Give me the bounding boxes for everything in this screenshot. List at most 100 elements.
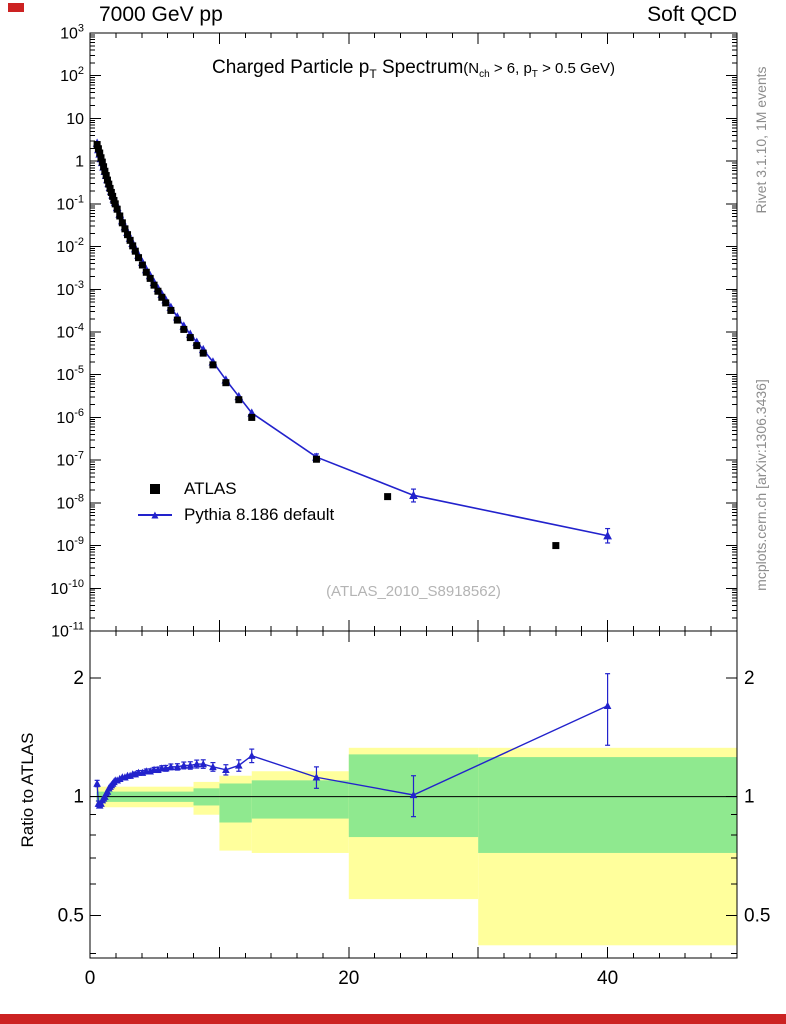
ratio-pythia-marker: [199, 760, 208, 768]
y-axis-label: 10-9: [56, 535, 84, 555]
atlas-marker: [312, 455, 320, 463]
pythia-triangle-line-icon: ▲: [138, 508, 172, 522]
atlas-marker: [98, 158, 106, 166]
axes-ticks: [89, 32, 738, 958]
atlas-marker: [100, 163, 108, 171]
title-cond-1: (N: [463, 60, 480, 77]
x-axis-label: 40: [597, 968, 618, 989]
atlas-marker: [106, 184, 114, 192]
ratio-pythia-marker: [192, 760, 201, 768]
atlas-marker: [173, 316, 181, 324]
atlas-marker: [162, 299, 170, 307]
ratio-pythia-marker: [603, 701, 612, 709]
ratio-tick-label: 1: [73, 787, 84, 808]
rivet-version-note: Rivet 3.1.10, 1M events: [753, 66, 769, 214]
atlas-marker: [222, 379, 230, 387]
legend-item-pythia: ▲ Pythia 8.186 default: [138, 502, 334, 528]
ratio-tick-label: 0.5: [58, 905, 84, 926]
atlas-marker: [138, 261, 146, 269]
red-marker: [8, 3, 24, 12]
ratio-tick-label-right: 0.5: [744, 905, 770, 926]
atlas-marker: [186, 334, 194, 342]
pythia-marker: [409, 490, 418, 500]
y-axis-label: 10-1: [56, 193, 84, 213]
atlas-marker: [111, 200, 119, 208]
ratio-pythia-marker: [247, 751, 256, 759]
y-axis-label: 10-6: [56, 407, 84, 427]
atlas-marker: [135, 254, 143, 262]
ratio-tick-label-right: 2: [744, 668, 755, 689]
spectrum-atlas-series: [93, 141, 560, 550]
atlas-marker: [126, 236, 134, 244]
atlas-marker: [93, 141, 101, 149]
legend-label-atlas: ATLAS: [184, 479, 237, 498]
ratio-series: [93, 673, 612, 818]
y-axis-label: 10-7: [56, 450, 84, 470]
atlas-square-icon: [138, 482, 172, 496]
atlas-marker: [142, 268, 150, 276]
ratio-pythia-marker: [173, 762, 182, 771]
ratio-frame: [89, 630, 738, 959]
atlas-marker: [167, 306, 175, 314]
title-main-2: Spectrum: [376, 57, 464, 78]
ratio-pythia-marker: [209, 762, 217, 771]
ratio-axis-label: Ratio to ATLAS: [18, 732, 37, 848]
y-axis-label: 10-3: [56, 279, 84, 299]
atlas-marker: [131, 247, 139, 255]
legend-label-pythia: Pythia 8.186 default: [184, 505, 335, 524]
title-cond-sub1: ch: [479, 69, 490, 80]
atlas-marker: [103, 176, 111, 184]
y-axis-label: 10-5: [56, 364, 84, 384]
ratio-pythia-marker: [222, 765, 230, 773]
legend: ATLAS ▲ Pythia 8.186 default: [138, 476, 334, 528]
atlas-marker: [235, 396, 243, 404]
ratio-pythia-marker: [167, 762, 175, 771]
title-cond-3: > 0.5 GeV): [537, 60, 616, 77]
axis-tick-labels: 10310210110-110-210-310-410-510-610-710-…: [50, 23, 770, 990]
title-cond-sub2: T: [531, 69, 538, 80]
y-axis-label: 1: [75, 154, 84, 171]
ratio-pythia-marker: [312, 773, 321, 781]
title-main-sub: T: [369, 66, 377, 81]
atlas-marker: [121, 225, 129, 233]
plot-title: Charged Particle pT Spectrum(Nch > 6, pT…: [90, 57, 737, 81]
process-title: Soft QCD: [647, 3, 737, 26]
atlas-marker: [113, 205, 121, 213]
beam-title: 7000 GeV pp: [99, 3, 223, 26]
atlas-marker: [102, 172, 110, 180]
atlas-marker: [124, 231, 132, 239]
y-axis-label: 103: [60, 23, 84, 43]
legend-item-atlas: ATLAS: [138, 476, 334, 502]
x-axis-label: 20: [338, 968, 359, 989]
atlas-marker: [199, 349, 207, 357]
title-main-1: Charged Particle p: [211, 57, 370, 78]
red-bottom-bar: [0, 1014, 786, 1024]
ratio-uncertainty-bands: [96, 747, 737, 946]
y-axis-label: 10-11: [51, 621, 84, 641]
band-rect-green: [219, 783, 252, 823]
y-axis-label: 10-10: [50, 578, 84, 598]
y-axis-label: 102: [60, 65, 84, 85]
x-axis-label: 0: [85, 968, 96, 989]
atlas-marker: [180, 325, 188, 333]
atlas-marker: [248, 413, 256, 421]
atlas-marker: [129, 242, 137, 250]
analysis-watermark: (ATLAS_2010_S8918562): [326, 583, 501, 600]
ratio-tick-label: 2: [73, 668, 84, 689]
y-axis-label: 10-4: [56, 322, 84, 342]
atlas-marker: [118, 219, 126, 227]
y-axis-label: 10-8: [56, 492, 84, 512]
atlas-marker: [193, 342, 201, 350]
atlas-marker: [107, 188, 115, 196]
atlas-marker: [158, 293, 166, 301]
ratio-pythia-marker: [93, 779, 101, 787]
band-rect-green: [478, 757, 737, 853]
pythia-marker: [603, 531, 612, 540]
atlas-marker: [150, 281, 158, 289]
y-axis-label: 10: [66, 111, 84, 128]
atlas-marker: [552, 542, 560, 550]
atlas-marker: [97, 154, 105, 162]
atlas-marker: [146, 274, 154, 282]
